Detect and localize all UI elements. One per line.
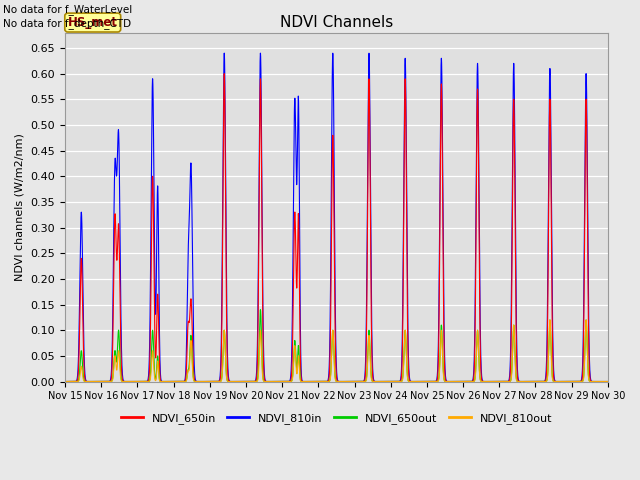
Text: No data for f_WaterLevel: No data for f_WaterLevel	[3, 4, 132, 15]
Legend: NDVI_650in, NDVI_810in, NDVI_650out, NDVI_810out: NDVI_650in, NDVI_810in, NDVI_650out, NDV…	[116, 408, 557, 428]
Text: No data for f_depth_CTD: No data for f_depth_CTD	[3, 18, 131, 29]
Title: NDVI Channels: NDVI Channels	[280, 15, 393, 30]
Y-axis label: NDVI channels (W/m2/nm): NDVI channels (W/m2/nm)	[15, 133, 25, 281]
Text: HS_met: HS_met	[68, 16, 118, 29]
